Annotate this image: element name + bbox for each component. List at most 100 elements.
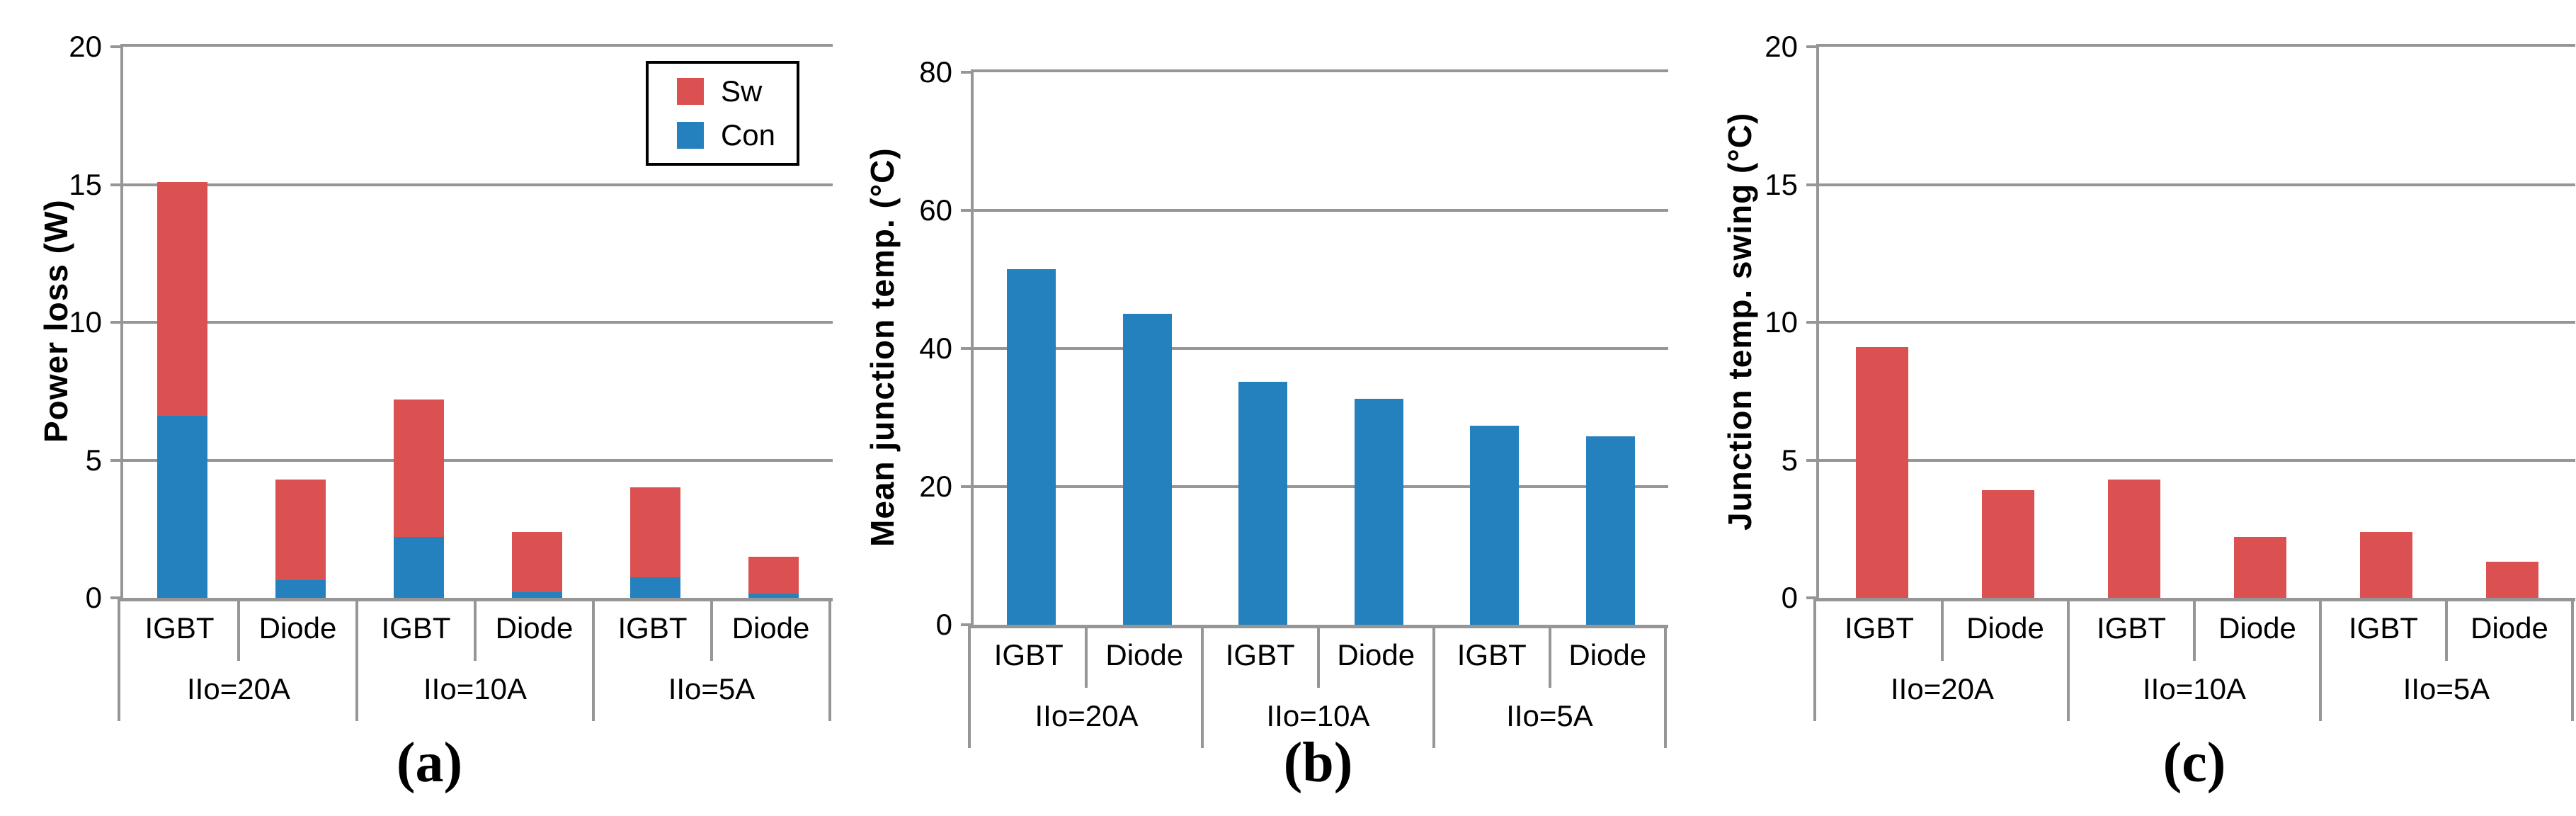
category-separator (1813, 599, 1816, 721)
bar-segment (2107, 479, 2161, 598)
legend-swatch-icon (676, 122, 704, 149)
bar-segment-sw (275, 479, 326, 580)
y-axis-title: Mean junction temp. (°C) (864, 147, 901, 548)
group-label: IIo=10A (423, 672, 527, 706)
group-label: IIo=5A (668, 672, 756, 706)
y-tick-mark (1806, 45, 1819, 48)
bar-segment (1855, 347, 1909, 598)
category-separator (2571, 599, 2574, 721)
gridline (974, 209, 1668, 212)
y-tick-label: 0 (1781, 581, 1798, 614)
category-separator (968, 625, 971, 748)
y-tick-mark (961, 485, 974, 488)
y-tick-mark (110, 596, 123, 599)
category-row: IGBT Diode IGBT Diode IGBT Diode (971, 625, 1665, 685)
y-tick-mark (1806, 183, 1819, 186)
bar-segment-sw (394, 399, 444, 538)
bar-segment (2485, 562, 2539, 598)
bar-segment (2233, 537, 2287, 598)
plot-area-c: 0 5 10 15 20 (1765, 32, 2575, 613)
category-label: IGBT (2348, 611, 2418, 645)
category-separator (2318, 599, 2322, 721)
subfigure-caption-b: (b) (1283, 732, 1353, 794)
bar-segment-con (512, 592, 562, 598)
category-separator (1200, 625, 1204, 748)
gridline (1819, 183, 2575, 186)
category-label: Diode (2470, 611, 2548, 645)
category-row: IGBT Diode IGBT Diode IGBT Diode (120, 599, 830, 658)
group-label: IIo=5A (1506, 699, 1593, 732)
legend-label: Sw (720, 74, 763, 108)
bar-segment-con (630, 577, 680, 598)
group-row: IIo=20A IIo=10A IIo=5A (971, 685, 1665, 747)
category-label: IGBT (1225, 638, 1295, 672)
category-separator (1664, 625, 1667, 748)
category-separator (118, 599, 120, 721)
chart-panel-a: Power loss (W) 0 5 10 15 20 Sw Con IGBT Diode IG… (0, 0, 859, 816)
category-label: IGBT (617, 611, 688, 645)
gridline (123, 321, 833, 324)
y-tick-mark (961, 623, 974, 626)
category-label: Diode (258, 611, 337, 645)
gridline (1819, 321, 2575, 324)
group-label: IIo=5A (2403, 672, 2490, 706)
category-axis-a: IGBT Diode IGBT Diode IGBT Diode IIo=20A IIo=10… (118, 599, 831, 722)
category-label: IGBT (1457, 638, 1527, 672)
y-tick-mark (110, 321, 123, 324)
y-tick-label: 20 (1765, 30, 1798, 63)
gridline (974, 485, 1668, 488)
category-separator (1940, 599, 1944, 661)
y-axis-title: Junction temp. swing (°C) (1721, 112, 1758, 531)
y-tick-label: 10 (1765, 305, 1798, 339)
category-axis-b: IGBT Diode IGBT Diode IGBT Diode IIo=20A IIo=10… (968, 625, 1667, 749)
group-label: IIo=20A (1891, 672, 1994, 706)
bar-segment (1470, 426, 1520, 625)
y-tick-mark (110, 45, 123, 48)
chart-panel-b: Mean junction temp. (°C) 0 20 40 60 80 IGBT D… (859, 0, 1718, 816)
category-separator (2193, 599, 2196, 661)
legend-swatch-icon (676, 78, 704, 105)
legend-item: Sw (676, 74, 775, 108)
bar-segment-sw (157, 181, 207, 416)
category-label: Diode (1568, 638, 1647, 672)
category-row: IGBT Diode IGBT Diode IGBT Diode (1816, 599, 2572, 658)
y-tick-label: 0 (935, 608, 952, 641)
bar-segment (1007, 268, 1056, 625)
y-tick-mark (110, 458, 123, 462)
gridline (1819, 458, 2575, 462)
category-separator (236, 599, 240, 661)
y-tick-mark (1806, 596, 1819, 599)
y-tick-mark (961, 347, 974, 350)
y-tick-mark (1806, 321, 1819, 324)
y-tick-label: 40 (919, 332, 952, 365)
y-tick-label: 20 (69, 30, 102, 63)
legend: Sw Con (645, 61, 799, 166)
y-tick-label: 60 (919, 193, 952, 227)
category-separator (2066, 599, 2070, 721)
category-label: Diode (1966, 611, 2044, 645)
y-tick-mark (110, 183, 123, 186)
category-separator (1316, 625, 1320, 688)
category-label: Diode (2218, 611, 2296, 645)
legend-item: Con (676, 119, 775, 152)
category-separator (828, 599, 831, 721)
y-tick-label: 15 (1765, 167, 1798, 201)
bar-segment-sw (512, 531, 562, 593)
gridline (974, 347, 1668, 350)
group-row: IIo=20A IIo=10A IIo=5A (120, 658, 830, 720)
y-tick-label: 80 (919, 55, 952, 89)
category-label: Diode (495, 611, 574, 645)
y-tick-label: 15 (69, 167, 102, 201)
bar-segment-sw (630, 487, 680, 577)
gridline (123, 183, 833, 186)
category-separator (355, 599, 358, 721)
group-label: IIo=10A (1266, 699, 1370, 732)
y-tick-label: 20 (919, 470, 952, 503)
category-axis-c: IGBT Diode IGBT Diode IGBT Diode IIo=20A IIo=10… (1813, 599, 2574, 722)
category-separator (710, 599, 713, 661)
bar-segment-con (157, 416, 207, 598)
bar-segment (2359, 531, 2413, 598)
bar-segment-con (394, 537, 444, 598)
gridline (123, 458, 833, 462)
